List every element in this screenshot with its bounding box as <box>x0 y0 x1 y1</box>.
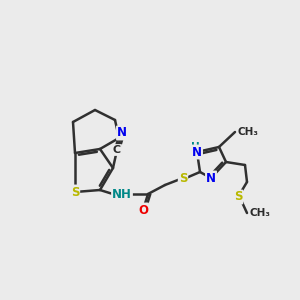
Text: CH₃: CH₃ <box>238 127 259 137</box>
Text: H: H <box>192 147 202 157</box>
Text: N: N <box>192 146 202 158</box>
Text: C: C <box>113 145 121 155</box>
Text: NH: NH <box>112 188 132 200</box>
Text: N: N <box>117 127 127 140</box>
Text: O: O <box>138 203 148 217</box>
Text: S: S <box>71 185 79 199</box>
Text: S: S <box>234 190 242 203</box>
Text: N: N <box>206 172 216 184</box>
Text: S: S <box>179 172 187 184</box>
Text: CH₃: CH₃ <box>250 208 271 218</box>
Text: H: H <box>190 142 200 152</box>
